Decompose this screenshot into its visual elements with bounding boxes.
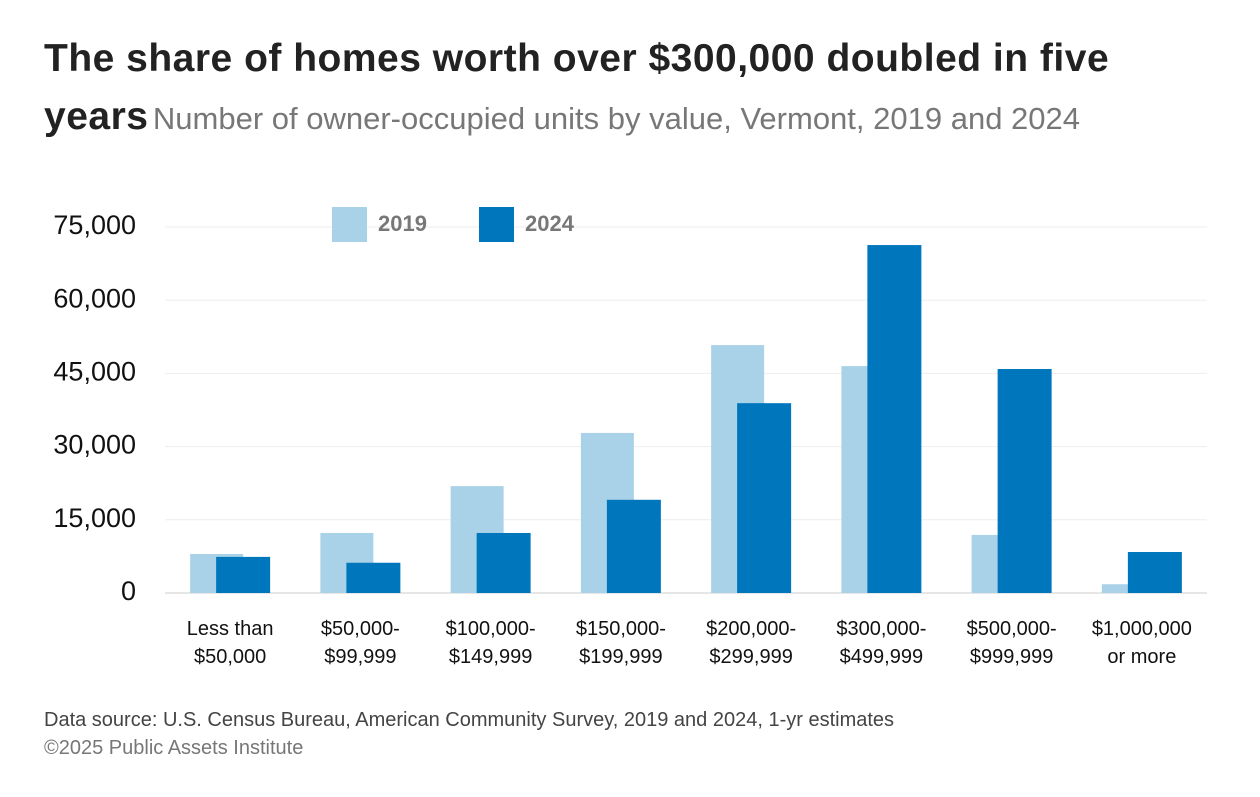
- y-tick-label: 15,000: [53, 503, 136, 533]
- x-tick-label: $150,000-$199,999: [576, 618, 666, 668]
- x-tick-label: $300,000-$499,999: [836, 618, 926, 668]
- chart-subtitle: Number of owner-occupied units by value,…: [152, 101, 1081, 136]
- chart-title: The share of homes worth over $300,000 d…: [44, 37, 1110, 138]
- bar: [997, 369, 1052, 593]
- x-tick-label: $50,000-$99,999: [321, 618, 400, 668]
- bar: [476, 532, 531, 593]
- copyright: ©2025 Public Assets Institute: [44, 737, 304, 759]
- bar: [867, 245, 922, 593]
- legend-swatch: [332, 207, 367, 242]
- legend-swatch: [479, 207, 514, 242]
- bar: [1127, 552, 1182, 593]
- source: Data source: U.S. Census Bureau, America…: [44, 709, 895, 731]
- y-tick-label: 60,000: [53, 283, 136, 313]
- x-tick-label: $200,000-$299,999: [706, 618, 796, 668]
- bar: [346, 562, 401, 593]
- header: The share of homes worth over $300,000 d…: [44, 34, 1224, 150]
- x-tick-label: $500,000-$999,999: [967, 618, 1057, 668]
- y-tick-label: 75,000: [53, 210, 136, 240]
- x-tick-label: Less than $50,000: [187, 618, 274, 668]
- x-tick-label: $100,000-$149,999: [446, 618, 536, 668]
- legend-label: 2024: [525, 211, 575, 236]
- footer: Data source: U.S. Census Bureau, America…: [44, 706, 894, 762]
- bar: [216, 556, 271, 593]
- x-tick-label: $1,000,000 or more: [1092, 618, 1192, 668]
- bar: [737, 403, 792, 593]
- y-tick-label: 45,000: [53, 357, 136, 387]
- chart: 0 15,000 30,000 45,000 60,000 75,000 2019 2024 L…: [53, 207, 1207, 668]
- legend-label: 2019: [378, 211, 427, 236]
- y-tick-label: 30,000: [53, 430, 136, 460]
- y-tick-label: 0: [121, 576, 136, 606]
- bar: [606, 499, 661, 593]
